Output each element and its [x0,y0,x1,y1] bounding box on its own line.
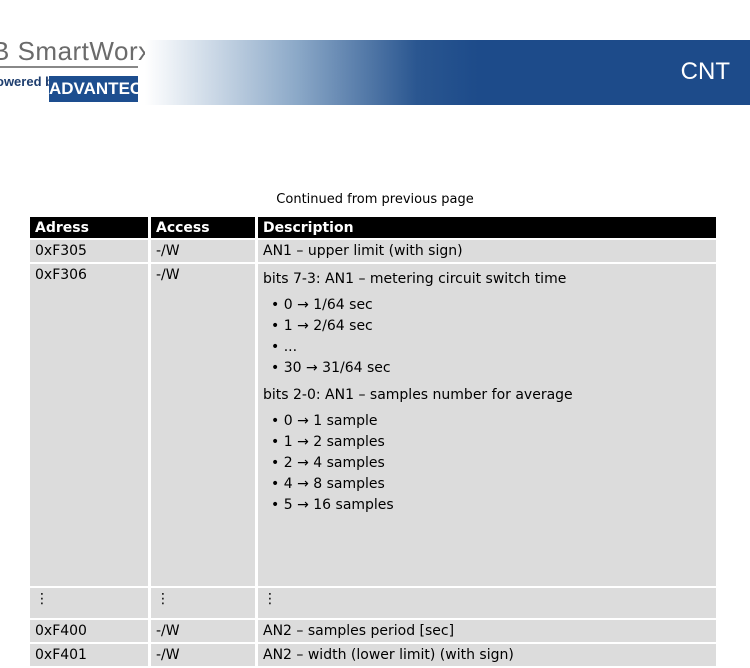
address-cell: 0xF401 [30,644,148,666]
access-cell: ⋮ [151,588,255,618]
access-cell: -/W [151,620,255,642]
description-paragraph: bits 7-3: AN1 – metering circuit switch … [263,271,567,287]
description-cell: ⋮ [258,588,716,618]
bullet-list: 0 → 1 sample 1 → 2 samples 2 → 4 samples… [263,411,711,516]
list-item: 1 → 2/64 sec [283,316,711,337]
description-cell: AN2 – width (lower limit) (with sign) [258,644,716,666]
description-cell: AN2 – samples period [sec] [258,620,716,642]
section-title: CNT [680,58,730,85]
address-cell: ⋮ [30,588,148,618]
list-item: 5 → 16 samples [283,495,711,516]
list-item: 0 → 1 sample [283,411,711,432]
list-item: ... [283,337,711,358]
access-cell: -/W [151,264,255,586]
logo-divider [0,66,138,68]
continued-note: Continued from previous page [276,192,474,207]
column-header: Adress [30,217,148,238]
table-row: ⋮ ⋮ ⋮ [30,588,716,618]
table-row: 0xF400 -/W AN2 – samples period [sec] [30,620,716,642]
table-row: 0xF306 -/W bits 7-3: AN1 – metering circ… [30,264,716,586]
list-item: 30 → 31/64 sec [283,358,711,379]
address-cell: 0xF306 [30,264,148,586]
column-header: Description [258,217,716,238]
description-paragraph: bits 2-0: AN1 – samples number for avera… [263,387,573,403]
list-item: 0 → 1/64 sec [283,295,711,316]
bullet-list: 0 → 1/64 sec 1 → 2/64 sec ... 30 → 31/64… [263,295,711,379]
advantech-logo: ADVANTECH [49,76,154,102]
table-row: 0xF305 -/W AN1 – upper limit (with sign) [30,240,716,262]
smartworx-logo: B SmartWorx [0,36,152,66]
list-item: 4 → 8 samples [283,474,711,495]
list-item: 1 → 2 samples [283,432,711,453]
address-cell: 0xF305 [30,240,148,262]
header-banner: CNT [145,40,750,105]
list-item: 2 → 4 samples [283,453,711,474]
powered-by-text: owered by [0,74,61,89]
address-cell: 0xF400 [30,620,148,642]
description-cell: bits 7-3: AN1 – metering circuit switch … [258,264,716,586]
table-header: Adress Access Description [30,217,716,238]
description-cell: AN1 – upper limit (with sign) [258,240,716,262]
table-row: 0xF401 -/W AN2 – width (lower limit) (wi… [30,644,716,666]
access-cell: -/W [151,644,255,666]
column-header: Access [151,217,255,238]
register-table: Adress Access Description 0xF305 -/W AN1… [27,215,719,668]
access-cell: -/W [151,240,255,262]
